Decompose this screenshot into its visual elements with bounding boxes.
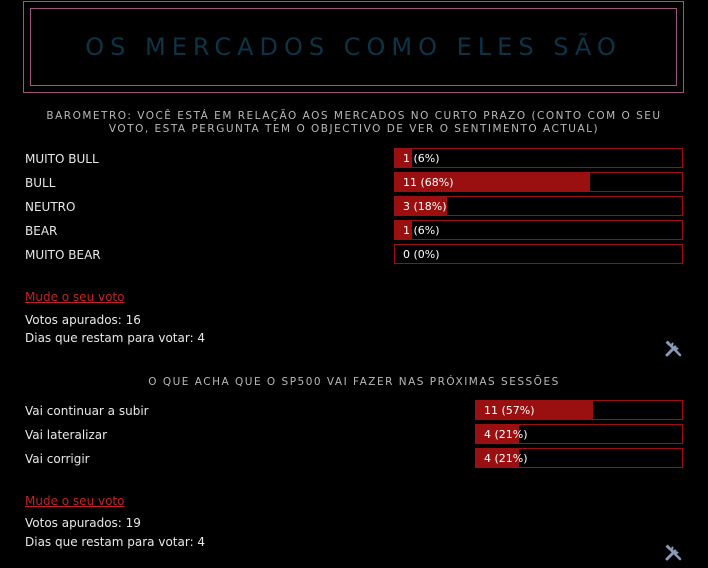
poll-result-bar: 3 (18%)	[394, 196, 683, 216]
poll-result-text: 4 (21%)	[484, 428, 528, 441]
change-vote-link[interactable]: Mude o seu voto	[25, 290, 125, 304]
poll-bar-fill	[476, 401, 594, 419]
poll-bar-fill	[476, 449, 520, 467]
poll-question: BAROMETRO: VOCÊ ESTÁ EM RELAÇÃO AOS MERC…	[46, 110, 662, 135]
blog-header: OS MERCADOS COMO ELES SÃO	[23, 1, 684, 93]
change-vote-link[interactable]: Mude o seu voto	[25, 494, 125, 508]
poll-option-label: Vai corrigir	[25, 452, 90, 466]
votes-counted: Votos apurados: 19	[25, 516, 141, 530]
poll-option-label: BULL	[25, 176, 56, 190]
poll-result-text: 11 (68%)	[403, 176, 454, 189]
poll-option-label: MUITO BEAR	[25, 248, 101, 262]
poll-result-bar: 4 (21%)	[475, 424, 683, 444]
poll-option-label: Vai lateralizar	[25, 428, 108, 442]
poll-option-label: MUITO BULL	[25, 152, 99, 166]
blog-title[interactable]: OS MERCADOS COMO ELES SÃO	[85, 33, 622, 61]
poll-bar-fill	[395, 197, 447, 215]
poll-option-label: Vai continuar a subir	[25, 404, 149, 418]
poll-bar-fill	[476, 425, 520, 443]
poll-bar-fill	[395, 149, 413, 167]
votes-counted: Votos apurados: 16	[25, 313, 141, 327]
blog-header-inner: OS MERCADOS COMO ELES SÃO	[30, 8, 677, 86]
tools-icon[interactable]	[664, 544, 684, 562]
poll-result-text: 1 (6%)	[403, 224, 440, 237]
poll-result-bar: 1 (6%)	[394, 148, 683, 168]
poll-result-text: 4 (21%)	[484, 452, 528, 465]
poll-bar-fill	[395, 221, 413, 239]
poll-result-text: 3 (18%)	[403, 200, 447, 213]
poll-result-text: 0 (0%)	[403, 248, 440, 261]
days-left: Dias que restam para votar: 4	[25, 535, 206, 549]
poll-option-label: NEUTRO	[25, 200, 76, 214]
poll-question: O QUE ACHA QUE O SP500 VAI FAZER NAS PRÓ…	[148, 376, 560, 388]
poll-result-bar: 0 (0%)	[394, 244, 683, 264]
poll-result-text: 1 (6%)	[403, 152, 440, 165]
poll-result-text: 11 (57%)	[484, 404, 535, 417]
poll-result-bar: 4 (21%)	[475, 448, 683, 468]
poll-result-bar: 11 (57%)	[475, 400, 683, 420]
poll-result-bar: 1 (6%)	[394, 220, 683, 240]
poll-result-bar: 11 (68%)	[394, 172, 683, 192]
tools-icon[interactable]	[664, 340, 684, 358]
days-left: Dias que restam para votar: 4	[25, 331, 206, 345]
poll-bar-fill	[395, 173, 591, 191]
poll-option-label: BEAR	[25, 224, 58, 238]
